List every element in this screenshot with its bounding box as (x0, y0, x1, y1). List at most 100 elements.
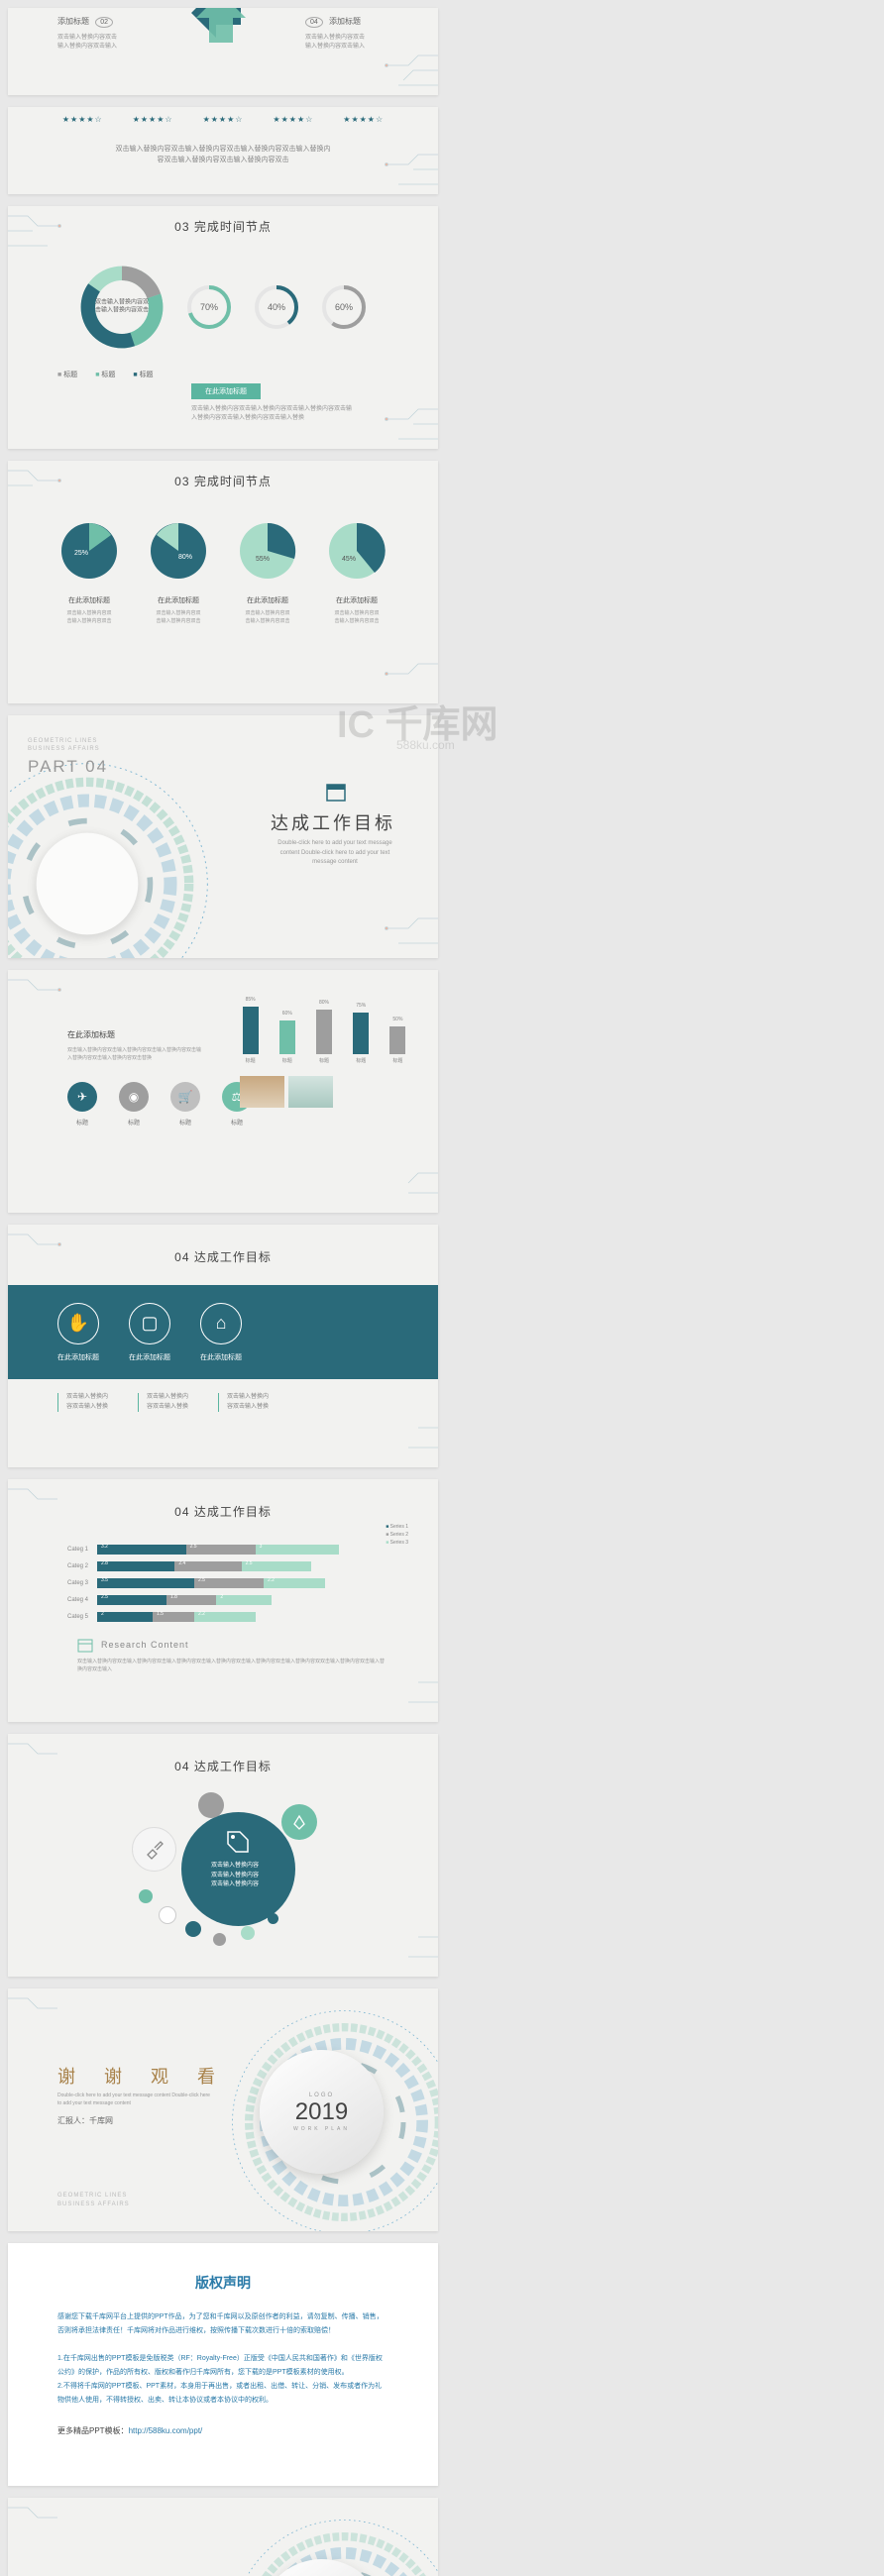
leg-3: Series 3 (386, 1540, 408, 1546)
circuit-decoration (369, 909, 438, 958)
circuit-decoration (369, 399, 438, 449)
svg-text:45%: 45% (342, 556, 356, 563)
brush-icon (145, 1840, 165, 1860)
circuit-decoration (369, 1418, 438, 1467)
slide-11-copyright: 版权声明 感谢您下载千库网平台上提供的PPT作品，为了您和千库网以及原创作者的利… (8, 2243, 438, 2486)
bubble-pen (281, 1804, 317, 1840)
stars-5: ★★★★☆ (343, 115, 384, 124)
tech-rings-icon (8, 745, 226, 958)
legend-1: 标题 (57, 370, 77, 379)
slide-12-cover: LOGO 2019 WORK PLAN MICROSOME 下半年工作计划 Do… (8, 2498, 438, 2576)
col-1: 双击输入替换内 容双击输入替换 (57, 1393, 108, 1412)
pie-row: 25%在此添加标题双击输入替换内容双 击输入替换内容双击 80%在此添加标题双击… (8, 521, 438, 625)
slide-7: 04 达成工作目标 ✋在此添加标题 ▢在此添加标题 ⌂在此添加标题 双击输入替换… (8, 1225, 438, 1467)
pie-item-3: 55%在此添加标题双击输入替换内容双 击输入替换内容双击 (238, 521, 297, 625)
bubble-sm6 (268, 1913, 278, 1924)
big-donut: 双击输入替换内容双 击输入替换内容双击 (77, 263, 166, 352)
col-3: 双击输入替换内 容双击输入替换 (218, 1393, 269, 1412)
icon-row: ✈标题 ◉标题 🛒标题 ⚖标题 (67, 1082, 266, 1127)
icon-band: ✋在此添加标题 ▢在此添加标题 ⌂在此添加标题 (8, 1285, 438, 1379)
slide-6: 在此添加标题 双击输入替换内容双击输入替换内容双击输入替换内容双击输 入替换内容… (8, 970, 438, 1213)
pie-desc-4: 双击输入替换内容双 击输入替换内容双击 (327, 610, 387, 625)
s1-desc2: 双击输入替换内容双击 输入替换内容双击输入 (305, 34, 365, 52)
thumb-1 (240, 1076, 284, 1108)
stars-1: ★★★★☆ (62, 115, 103, 124)
tag-button[interactable]: 在此添加标题 (191, 383, 261, 399)
circuit-decoration (8, 1734, 77, 1783)
pie-item-2: 80%在此添加标题双击输入替换内容双 击输入替换内容双击 (149, 521, 208, 625)
svg-text:55%: 55% (256, 556, 270, 563)
mini-donut-2: 40% (252, 282, 301, 332)
pie-title-2: 在此添加标题 (149, 595, 208, 605)
col-2: 双击输入替换内 容双击输入替换 (138, 1393, 188, 1412)
cart-icon: 🛒 (170, 1082, 200, 1112)
icon-item-3: 🛒标题 (170, 1082, 200, 1127)
s1-num1: 02 (95, 17, 113, 28)
circuit-decoration (369, 1672, 438, 1722)
mini-pct-3: 60% (335, 302, 353, 312)
copyright-link-row: 更多精品PPT模板：http://588ku.com/ppt/ (57, 2425, 388, 2436)
bubble-sm2 (139, 1889, 153, 1903)
bubble-sm1 (159, 1906, 176, 1924)
reporter: 汇报人：千库网 (57, 2115, 113, 2126)
band-item-2: ▢在此添加标题 (129, 1303, 170, 1362)
leg-1: Series 1 (386, 1524, 408, 1530)
disc-sub: WORK PLAN (293, 2126, 350, 2132)
pie-item-4: 45% 在此添加标题双击输入替换内容双 击输入替换内容双击 (327, 521, 387, 625)
legend: 标题 标题 标题 (57, 370, 438, 379)
pen-icon (291, 1814, 307, 1830)
stars-4: ★★★★☆ (273, 115, 313, 124)
bubble-brush (132, 1827, 176, 1872)
hbar-legend: Series 1 Series 2 Series 3 (386, 1524, 408, 1548)
slide-grid: 添加标题 02 双击输入替换内容双击 输入替换内容双击输入 04 添加标题 双击… (8, 8, 876, 2576)
slide-8: 04 达成工作目标 Categ 13.22.53Categ 22.82.42.5… (8, 1479, 438, 1722)
pie-desc-2: 双击输入替换内容双 击输入替换内容双击 (149, 610, 208, 625)
band-item-3: ⌂在此添加标题 (200, 1303, 242, 1362)
template-link[interactable]: http://588ku.com/ppt/ (129, 2426, 203, 2435)
circuit-decoration (8, 206, 77, 256)
s6-right: 85%标题60%标题80%标题75%标题50%标题 (240, 1010, 408, 1108)
slide-10-thanks: LOGO 2019 WORK PLAN 谢 谢 观 看 Double-click… (8, 1988, 438, 2231)
s6-left: 在此添加标题 双击输入替换内容双击输入替换内容双击输入替换内容双击输 入替换内容… (67, 1029, 266, 1127)
arrow-shape (181, 8, 261, 53)
pie-desc-1: 双击输入替换内容双 击输入替换内容双击 (59, 610, 119, 625)
bubble-sm3 (185, 1921, 201, 1937)
circuit-decoration (8, 1225, 77, 1274)
bubble-sm5 (241, 1926, 255, 1940)
circuit-decoration (369, 145, 438, 194)
leg-2: Series 2 (386, 1532, 408, 1538)
screen-icon: ▢ (129, 1303, 170, 1344)
circuit-decoration (8, 1479, 77, 1529)
bubble-grey (198, 1792, 224, 1818)
s6-desc: 双击输入替换内容双击输入替换内容双击输入替换内容双击输 入替换内容双击输入替换内… (67, 1046, 266, 1062)
research-text: Research Content (101, 1640, 189, 1650)
star-rating-row: ★★★★☆ ★★★★☆ ★★★★☆ ★★★★☆ ★★★★☆ (8, 115, 438, 124)
svg-text:25%: 25% (74, 550, 88, 557)
slide-1: 添加标题 02 双击输入替换内容双击 输入替换内容双击输入 04 添加标题 双击… (8, 8, 438, 95)
pie-item-1: 25%在此添加标题双击输入替换内容双 击输入替换内容双击 (59, 521, 119, 625)
thumb-2 (288, 1076, 333, 1108)
research-heading: Research Content (77, 1637, 438, 1653)
part-desc: Double-click here to add your text messa… (251, 839, 419, 868)
geo-footer: GEOMETRIC LINESBUSINESS AFFAIRS (57, 2192, 130, 2209)
copyright-body: 感谢您下载千库网平台上提供的PPT作品，为了您和千库网以及原创作者的利益，请勿复… (57, 2310, 388, 2408)
link-label: 更多精品PPT模板： (57, 2426, 129, 2435)
image-thumbnails (240, 1076, 408, 1108)
circuit-decoration (8, 2498, 77, 2547)
circuit-decoration (369, 1163, 438, 1213)
donut-row: 双击输入替换内容双 击输入替换内容双击 70% 40% 60% (8, 263, 438, 352)
paperplane-icon: ✈ (67, 1082, 97, 1112)
stars-3: ★★★★☆ (203, 115, 244, 124)
circuit-decoration (8, 970, 77, 1020)
thanks-desc: Double-click here to add your text messa… (57, 2093, 210, 2107)
pie-title-4: 在此添加标题 (327, 595, 387, 605)
legend-2: 标题 (95, 370, 115, 379)
slide-2: ★★★★☆ ★★★★☆ ★★★★☆ ★★★★☆ ★★★★☆ 双击输入替换内容双击… (8, 107, 438, 194)
bubble-text: 双击输入替换内容 双击输入替换内容 双击输入替换内容 (211, 1862, 259, 1890)
donut-center-label: 双击输入替换内容双 击输入替换内容双击 (95, 299, 149, 316)
circuit-decoration (8, 1988, 77, 2038)
bar-chart: 85%标题60%标题80%标题75%标题50%标题 (240, 1010, 408, 1064)
hand-icon: ✋ (57, 1303, 99, 1344)
s1-desc1: 双击输入替换内容双击 输入替换内容双击输入 (57, 34, 117, 52)
stacked-hbar-chart: Categ 13.22.53Categ 22.82.42.5Categ 33.5… (8, 1520, 438, 1622)
